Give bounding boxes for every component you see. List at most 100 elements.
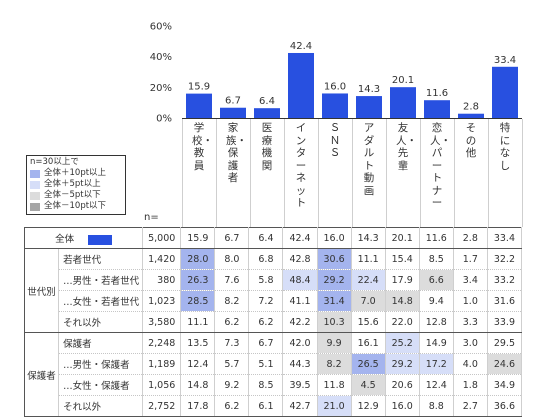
value-cell: 42.4	[282, 227, 318, 249]
column-separator	[488, 119, 489, 227]
legend-item: 全体＋5pt以上	[30, 179, 122, 190]
value-cell: 7.6	[214, 269, 250, 291]
column-separator	[420, 119, 421, 227]
bar	[220, 107, 246, 118]
value-cell: 14.8	[180, 374, 216, 396]
value-cell: 12.4	[418, 374, 454, 396]
value-cell: 48.4	[282, 269, 318, 291]
row-label: …女性・保護者	[58, 374, 144, 396]
legend-label: 全体－10pt以下	[44, 201, 107, 211]
category-label: 学校・教員	[192, 122, 213, 172]
sample-size: 2,752	[142, 395, 182, 417]
bar	[390, 87, 416, 118]
value-cell: 26.5	[350, 353, 386, 375]
value-cell: 5.7	[214, 353, 250, 375]
value-cell: 12.8	[418, 311, 454, 333]
value-cell: 11.8	[316, 374, 352, 396]
group-label: 保護者	[23, 332, 60, 417]
legend-label: 全体＋10pt以上	[44, 168, 107, 178]
value-cell: 1.0	[452, 290, 488, 312]
value-cell: 28.5	[180, 290, 216, 312]
value-cell: 36.6	[486, 395, 523, 417]
value-cell: 9.4	[418, 290, 454, 312]
value-cell: 7.0	[350, 290, 386, 312]
data-label: 14.3	[358, 84, 380, 95]
legend: n=30以上で 全体＋10pt以上 全体＋5pt以上 全体－5pt以下 全体－1…	[26, 155, 126, 215]
column-separator	[454, 119, 455, 227]
value-cell: 6.7	[248, 332, 284, 354]
value-cell: 29.2	[316, 269, 352, 291]
value-cell: 11.1	[350, 248, 386, 270]
table-row: それ以外 2,752 17.8 6.2 6.1 42.7 21.0 12.9 16.0 8.8 2.…	[25, 395, 523, 417]
value-cell: 6.2	[248, 311, 284, 333]
data-table: 全体 5,000 15.9 6.7 6.4 42.4 16.0 14.3 20.1 11.6 2.8…	[23, 227, 523, 417]
value-cell: 2.7	[452, 395, 488, 417]
bar	[424, 100, 450, 118]
legend-item: 全体－10pt以下	[30, 201, 122, 212]
data-label: 16.0	[324, 81, 346, 92]
legend-title: n=30以上で	[30, 157, 79, 167]
table-row: 全体 5,000 15.9 6.7 6.4 42.4 16.0 14.3 20.1 11.6 2.8…	[23, 227, 523, 249]
table-row: …女性・若者世代 1,023 28.5 8.2 7.2 41.1 31.4 7.0 14.8 9.…	[25, 290, 523, 312]
row-label: …男性・若者世代	[58, 269, 144, 291]
value-cell: 17.8	[180, 395, 216, 417]
value-cell: 41.1	[282, 290, 318, 312]
sample-size: 2,248	[142, 332, 182, 354]
value-cell: 24.6	[486, 353, 523, 375]
value-cell: 10.3	[316, 311, 352, 333]
value-cell: 31.4	[316, 290, 352, 312]
y-tick-label: 60%	[150, 22, 172, 33]
value-cell: 42.2	[282, 311, 318, 333]
data-label: 6.4	[259, 96, 275, 107]
overall-swatch	[88, 234, 113, 245]
value-cell: 42.8	[282, 248, 318, 270]
group-label: 世代別	[23, 248, 60, 333]
sample-size: 1,023	[142, 290, 182, 312]
value-cell: 16.1	[350, 332, 386, 354]
row-label: 全体	[23, 227, 144, 249]
value-cell: 9.9	[316, 332, 352, 354]
legend-item: 全体－5pt以下	[30, 190, 122, 201]
value-cell: 8.0	[214, 248, 250, 270]
sample-size: 1,420	[142, 248, 182, 270]
value-cell: 26.3	[180, 269, 216, 291]
column-separator	[284, 119, 285, 227]
value-cell: 12.4	[180, 353, 216, 375]
table-row: それ以外 3,580 11.1 6.2 6.2 42.2 10.3 15.6 22.0 12.8 3…	[25, 311, 523, 333]
value-cell: 9.2	[214, 374, 250, 396]
value-cell: 7.3	[214, 332, 250, 354]
column-separator	[250, 119, 251, 227]
value-cell: 6.8	[248, 248, 284, 270]
value-cell: 21.0	[316, 395, 352, 417]
data-label: 20.1	[392, 75, 414, 86]
value-cell: 3.3	[452, 311, 488, 333]
value-cell: 20.1	[384, 227, 420, 249]
value-cell: 4.5	[350, 374, 386, 396]
value-cell: 8.5	[418, 248, 454, 270]
value-cell: 5.8	[248, 269, 284, 291]
legend-swatch	[30, 180, 40, 189]
legend-swatch	[30, 202, 40, 211]
category-label: 友人・先輩	[396, 122, 417, 172]
column-separator	[318, 119, 319, 227]
row-label: 若者世代	[58, 248, 144, 270]
value-cell: 1.7	[452, 248, 488, 270]
row-label: それ以外	[58, 311, 144, 333]
value-cell: 14.9	[418, 332, 454, 354]
value-cell: 7.2	[248, 290, 284, 312]
value-cell: 12.9	[350, 395, 386, 417]
legend-label: 全体－5pt以下	[44, 190, 101, 200]
value-cell: 3.4	[452, 269, 488, 291]
row-label: 保護者	[58, 332, 144, 354]
value-cell: 25.2	[384, 332, 420, 354]
category-label: 特になし	[499, 122, 511, 172]
column-separator	[386, 119, 387, 227]
value-cell: 6.2	[214, 311, 250, 333]
legend-swatch	[30, 169, 40, 178]
category-label: ＳＮＳ	[329, 122, 341, 159]
category-label: 恋人・パートナー	[430, 122, 451, 209]
value-cell: 6.4	[248, 227, 284, 249]
data-label: 33.4	[494, 55, 516, 66]
value-cell: 28.0	[180, 248, 216, 270]
value-cell: 32.2	[486, 248, 523, 270]
